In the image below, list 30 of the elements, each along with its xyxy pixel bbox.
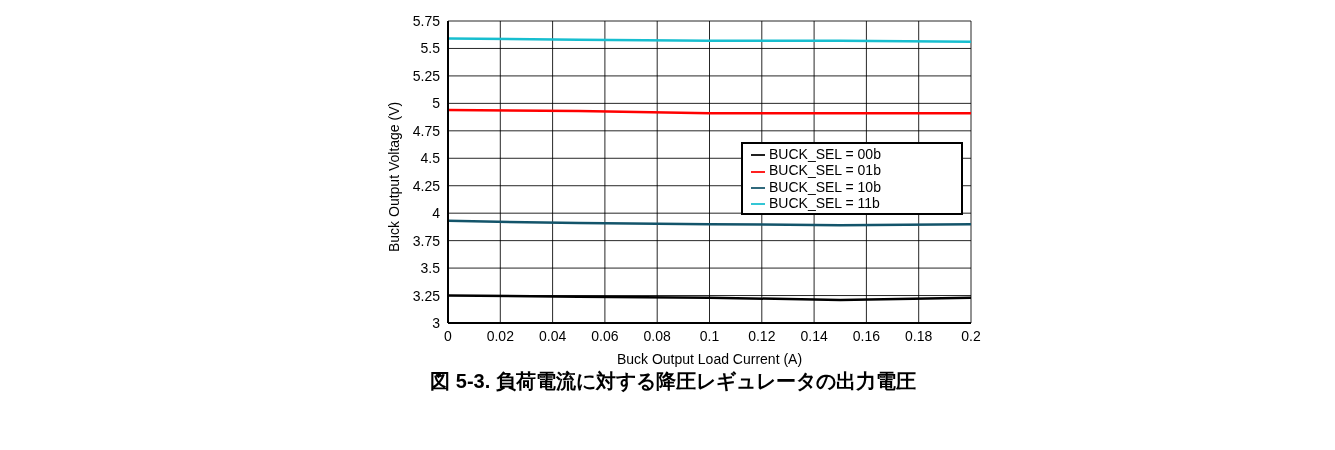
x-tick-label: 0.04 xyxy=(538,327,567,344)
x-tick-label: 0.12 xyxy=(748,327,776,344)
y-tick-label: 5.25 xyxy=(412,67,441,84)
text: 図 5-3. 負荷電流に対する降圧レギュレータの出力電圧 xyxy=(429,369,917,394)
x-tick-label: 0.16 xyxy=(852,327,881,344)
y-axis-title: Buck Output Voltage (V) xyxy=(385,101,402,252)
x-tick-label: 0.18 xyxy=(905,327,933,344)
y-tick-label: 4.25 xyxy=(412,177,441,194)
x-tick-label: 0.06 xyxy=(591,327,619,344)
y-tick-label: 3.5 xyxy=(420,260,441,277)
x-tick-label: 0.1 xyxy=(699,327,720,344)
legend-label: BUCK_SEL = 01b xyxy=(769,162,881,179)
x-tick-label: 0.14 xyxy=(800,327,828,344)
legend-label: BUCK_SEL = 11b xyxy=(769,194,880,211)
y-tick-label: 4.75 xyxy=(412,122,441,139)
legend-label: BUCK_SEL = 10b xyxy=(769,178,881,195)
y-tick-label: 3 xyxy=(432,314,441,331)
y-tick-label: 4.5 xyxy=(420,150,441,167)
legend-label: BUCK_SEL = 00b xyxy=(769,146,881,162)
x-tick-label: 0.08 xyxy=(643,327,672,344)
x-tick-label: 0.02 xyxy=(486,327,515,344)
y-tick-label: 5.5 xyxy=(420,40,441,57)
x-tick-label: 0.2 xyxy=(961,327,981,344)
y-tick-label: 5.75 xyxy=(412,12,441,29)
x-tick-label: 0 xyxy=(444,327,453,344)
y-tick-label: 4 xyxy=(432,205,441,222)
y-tick-label: 3.75 xyxy=(412,232,441,249)
y-tick-label: 5 xyxy=(432,95,441,112)
y-tick-label: 3.25 xyxy=(412,287,441,304)
x-axis-title: Buck Output Load Current (A) xyxy=(616,351,803,367)
